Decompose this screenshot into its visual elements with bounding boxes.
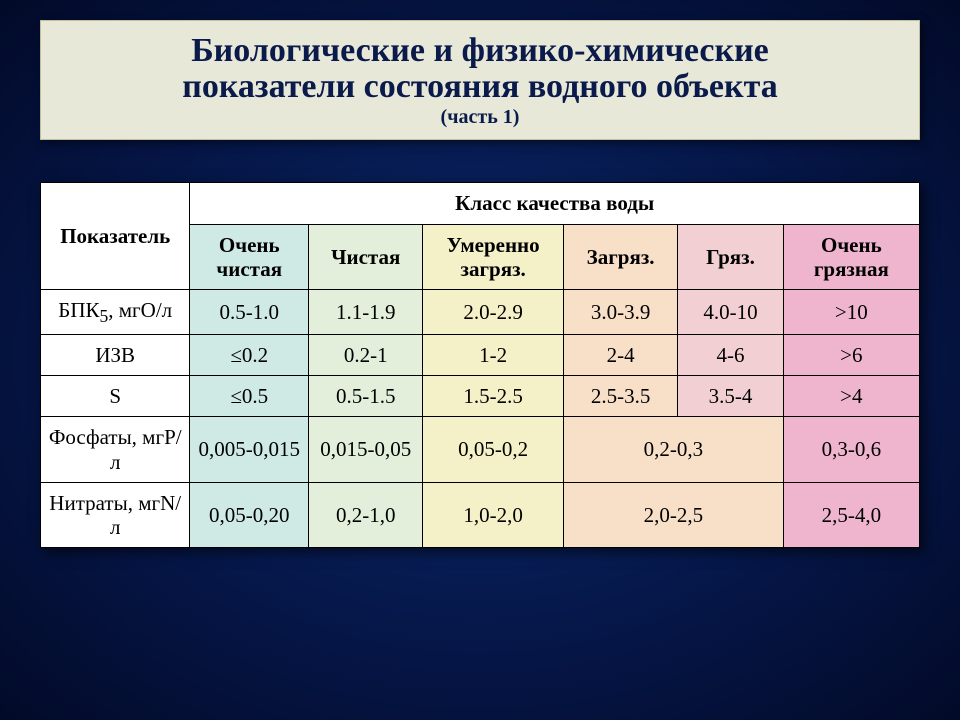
table-cell: 1-2	[423, 335, 564, 376]
table-cell: 2.5-3.5	[563, 376, 677, 417]
table-cell: 0,005-0,015	[190, 417, 309, 482]
table-cell: 0.5-1.0	[190, 289, 309, 334]
header-col-5: Гряз.	[678, 224, 783, 289]
table-header-row-1: Показатель Класс качества воды	[41, 183, 920, 224]
table-cell: ≤0.2	[190, 335, 309, 376]
table-cell: 2.0-2.9	[423, 289, 564, 334]
header-group: Класс качества воды	[190, 183, 920, 224]
table-cell: 2-4	[563, 335, 677, 376]
table-cell: 1.1-1.9	[309, 289, 423, 334]
row-label: ИЗВ	[41, 335, 190, 376]
row-label: Фосфаты, мгP/л	[41, 417, 190, 482]
table-cell: 1.5-2.5	[423, 376, 564, 417]
title-line-1: Биологические и физико-химические	[191, 32, 769, 69]
header-col-1: Очень чистая	[190, 224, 309, 289]
header-col-4: Загряз.	[563, 224, 677, 289]
title-line-2: показатели состояния водного объекта	[182, 68, 777, 105]
table-cell: 0,3-0,6	[783, 417, 919, 482]
table-row: ИЗВ≤0.20.2-11-22-44-6>6	[41, 335, 920, 376]
table-cell: 3.5-4	[678, 376, 783, 417]
table-body: БПК5, мгО/л0.5-1.01.1-1.92.0-2.93.0-3.94…	[41, 289, 920, 547]
table-row: Фосфаты, мгP/л0,005-0,0150,015-0,050,05-…	[41, 417, 920, 482]
table-cell: 0,015-0,05	[309, 417, 423, 482]
table-cell: 0,2-0,3	[563, 417, 783, 482]
title-subtitle: (часть 1)	[61, 106, 899, 129]
row-label: БПК5, мгО/л	[41, 289, 190, 334]
title-box: Биологические и физико-химические показа…	[40, 20, 920, 140]
header-col-6: Очень грязная	[783, 224, 919, 289]
table-cell: 0,05-0,20	[190, 482, 309, 547]
table-cell: >6	[783, 335, 919, 376]
row-label: Нитраты, мгN/л	[41, 482, 190, 547]
table-cell: 1,0-2,0	[423, 482, 564, 547]
row-label: S	[41, 376, 190, 417]
table-cell: 2,5-4,0	[783, 482, 919, 547]
table-cell: 0.5-1.5	[309, 376, 423, 417]
header-col-2: Чистая	[309, 224, 423, 289]
table-row: БПК5, мгО/л0.5-1.01.1-1.92.0-2.93.0-3.94…	[41, 289, 920, 334]
title-heading: Биологические и физико-химические показа…	[61, 33, 899, 104]
header-indicator: Показатель	[41, 183, 190, 289]
table-container: Показатель Класс качества воды Очень чис…	[40, 182, 920, 548]
table-cell: 0.2-1	[309, 335, 423, 376]
table-row: S≤0.50.5-1.51.5-2.52.5-3.53.5-4>4	[41, 376, 920, 417]
table-cell: >4	[783, 376, 919, 417]
table-cell: 4-6	[678, 335, 783, 376]
table-cell: 2,0-2,5	[563, 482, 783, 547]
table-cell: 4.0-10	[678, 289, 783, 334]
table-cell: >10	[783, 289, 919, 334]
table-row: Нитраты, мгN/л0,05-0,200,2-1,01,0-2,02,0…	[41, 482, 920, 547]
table-cell: 3.0-3.9	[563, 289, 677, 334]
table-cell: 0,2-1,0	[309, 482, 423, 547]
header-col-3: Умеренно загряз.	[423, 224, 564, 289]
slide: Биологические и физико-химические показа…	[0, 0, 960, 720]
water-quality-table: Показатель Класс качества воды Очень чис…	[40, 182, 920, 548]
table-cell: 0,05-0,2	[423, 417, 564, 482]
table-cell: ≤0.5	[190, 376, 309, 417]
